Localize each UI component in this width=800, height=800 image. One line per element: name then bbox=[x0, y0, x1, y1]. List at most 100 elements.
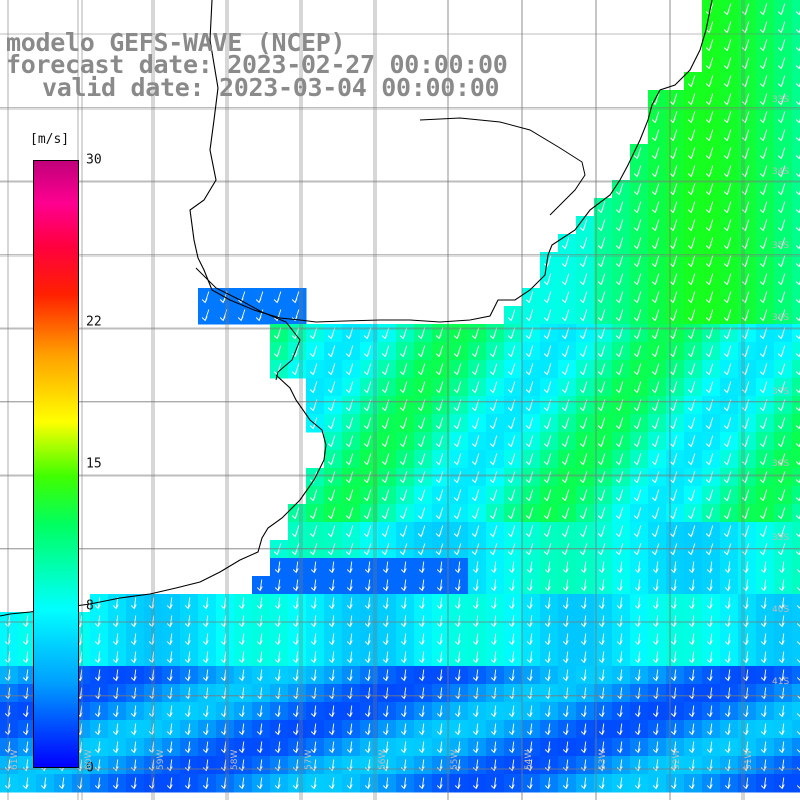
wind-vector bbox=[741, 525, 750, 538]
wind-vector bbox=[597, 525, 606, 538]
wind-vector bbox=[471, 525, 480, 538]
wind-vector bbox=[364, 633, 371, 646]
wind-speed-cell bbox=[792, 774, 800, 793]
wind-vector bbox=[489, 363, 498, 376]
wind-vector bbox=[597, 381, 606, 394]
wind-speed-cell bbox=[792, 702, 800, 721]
wind-vector bbox=[723, 183, 732, 196]
wind-vector bbox=[418, 597, 425, 610]
wind-vector bbox=[399, 489, 408, 502]
wind-vector bbox=[345, 489, 354, 502]
wind-vector bbox=[489, 435, 498, 448]
wind-vector bbox=[238, 669, 245, 682]
wind-vector bbox=[615, 327, 624, 340]
wind-vector bbox=[634, 759, 641, 772]
wind-vector bbox=[687, 165, 696, 178]
wind-vector bbox=[759, 255, 768, 268]
wind-vector bbox=[184, 633, 191, 646]
wind-vector bbox=[687, 363, 696, 376]
wind-vector bbox=[454, 705, 461, 718]
wind-vector bbox=[526, 633, 533, 646]
wind-vector bbox=[417, 345, 426, 358]
wind-vector bbox=[526, 561, 533, 574]
wind-vector bbox=[724, 723, 731, 736]
wind-vector bbox=[597, 453, 606, 466]
wind-vector bbox=[507, 525, 516, 538]
wind-vector bbox=[705, 147, 714, 160]
wind-vector bbox=[364, 705, 371, 718]
wind-vector bbox=[382, 579, 389, 592]
wind-vector bbox=[579, 255, 588, 268]
wind-vector bbox=[579, 363, 588, 376]
wind-vector bbox=[706, 579, 713, 592]
wind-vector bbox=[777, 471, 786, 484]
wind-vector bbox=[669, 309, 678, 322]
wind-vector bbox=[633, 255, 642, 268]
wind-vector bbox=[328, 633, 335, 646]
wind-vector bbox=[454, 579, 461, 592]
wind-vector bbox=[723, 273, 732, 286]
wind-vector bbox=[759, 219, 768, 232]
wind-vector bbox=[310, 741, 317, 754]
wind-vector bbox=[274, 651, 281, 664]
wind-vector bbox=[724, 669, 731, 682]
wind-vector bbox=[741, 111, 750, 124]
wind-vector bbox=[669, 327, 678, 340]
wind-speed-cell bbox=[792, 684, 800, 703]
wind-vector bbox=[597, 255, 606, 268]
wind-vector bbox=[633, 309, 642, 322]
wind-vector bbox=[525, 381, 534, 394]
wind-vector bbox=[615, 507, 624, 520]
wind-vector bbox=[652, 651, 659, 664]
wind-speed-cell bbox=[792, 180, 800, 199]
wind-vector bbox=[562, 723, 569, 736]
wind-vector bbox=[723, 75, 732, 88]
wind-vector bbox=[705, 327, 714, 340]
wind-vector bbox=[598, 615, 605, 628]
wind-vector bbox=[669, 255, 678, 268]
wind-vector bbox=[256, 741, 263, 754]
wind-vector bbox=[759, 147, 768, 160]
wind-vector bbox=[705, 183, 714, 196]
wind-vector bbox=[760, 597, 767, 610]
wind-vector bbox=[418, 651, 425, 664]
wind-vector bbox=[310, 597, 317, 610]
wind-vector bbox=[292, 579, 299, 592]
wind-vector bbox=[526, 579, 533, 592]
wind-vector bbox=[291, 525, 300, 538]
wind-vector bbox=[22, 651, 29, 664]
wind-vector bbox=[705, 489, 714, 502]
wind-vector bbox=[400, 705, 407, 718]
wind-vector bbox=[777, 57, 786, 70]
wind-vector bbox=[598, 579, 605, 592]
wind-vector bbox=[687, 147, 696, 160]
wind-vector bbox=[201, 309, 210, 322]
wind-vector bbox=[561, 345, 570, 358]
wind-speed-cell bbox=[792, 306, 800, 325]
wind-vector bbox=[327, 453, 336, 466]
wind-vector bbox=[345, 381, 354, 394]
wind-vector bbox=[399, 453, 408, 466]
wind-vector bbox=[579, 237, 588, 250]
wind-vector bbox=[363, 417, 372, 430]
wind-vector bbox=[435, 417, 444, 430]
wind-vector bbox=[381, 453, 390, 466]
wind-vector bbox=[688, 615, 695, 628]
wind-vector bbox=[508, 561, 515, 574]
wind-vector bbox=[705, 219, 714, 232]
wind-vector bbox=[166, 723, 173, 736]
wind-vector bbox=[741, 165, 750, 178]
wind-vector bbox=[616, 705, 623, 718]
wind-vector bbox=[309, 345, 318, 358]
wind-vector bbox=[166, 759, 173, 772]
wind-vector bbox=[687, 327, 696, 340]
wind-vector bbox=[508, 651, 515, 664]
wind-speed-cell bbox=[792, 576, 800, 595]
wind-vector bbox=[273, 327, 282, 340]
wind-vector bbox=[724, 579, 731, 592]
wind-vector bbox=[562, 597, 569, 610]
wind-vector bbox=[670, 633, 677, 646]
wind-vector bbox=[705, 201, 714, 214]
wind-vector bbox=[22, 633, 29, 646]
